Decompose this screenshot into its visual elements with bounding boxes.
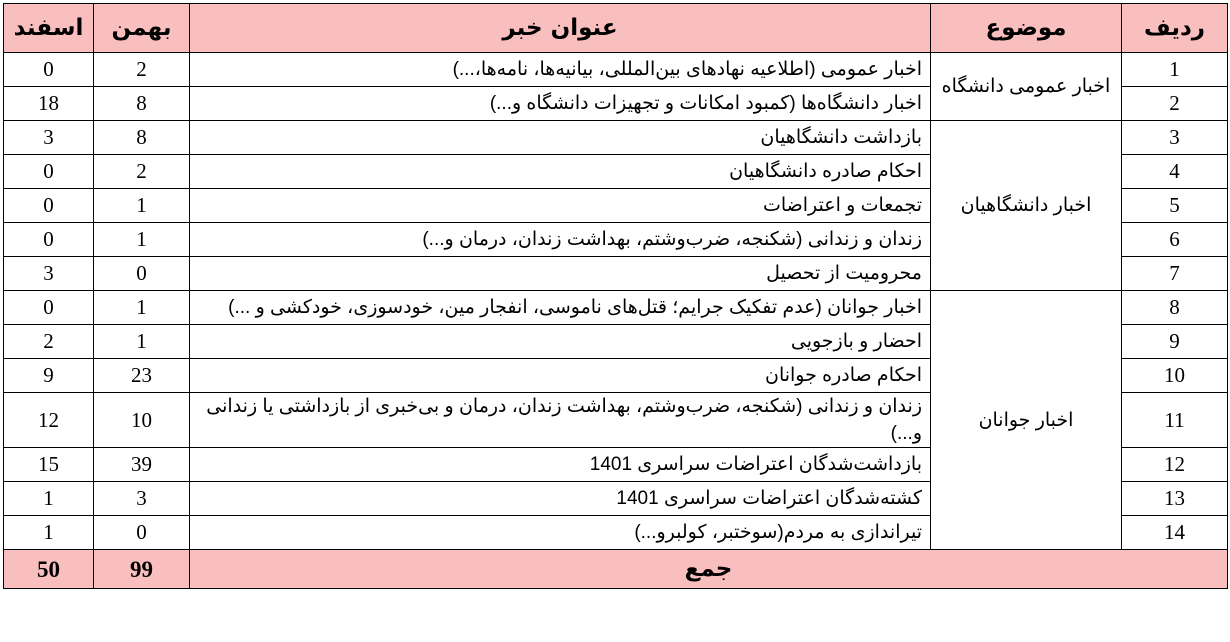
news-title: اخبار دانشگاه‌ها (کمبود امکانات و تجهیزا…: [189, 86, 931, 121]
total-esfand: 50: [3, 549, 94, 589]
esfand-count: 0: [3, 188, 94, 223]
header-index: ردیف: [1121, 3, 1228, 53]
table-row: 11 زندان و زندانی (شکنجه، ضرب‌وشتم، بهداش…: [3, 392, 1228, 448]
row-index: 12: [1121, 447, 1228, 482]
table-row: 1 اخبار عمومی دانشگاه اخبار عمومی (اطلاعیه…: [3, 52, 1228, 121]
bahman-count: 1: [93, 324, 190, 359]
news-title: زندان و زندانی (شکنجه، ضرب‌وشتم، بهداشت …: [189, 392, 931, 448]
news-title: محرومیت از تحصیل: [189, 256, 931, 291]
table-row: 7 محرومیت از تحصیل 0 3: [3, 256, 1228, 291]
esfand-count: 0: [3, 52, 94, 87]
bahman-count: 0: [93, 515, 190, 550]
header-bahman: بهمن: [93, 3, 190, 53]
row-index: 11: [1121, 392, 1228, 448]
total-row: جمع 99 50: [3, 549, 1228, 589]
esfand-count: 3: [3, 120, 94, 155]
table-body: 1 اخبار عمومی دانشگاه اخبار عمومی (اطلاعیه…: [3, 52, 1228, 550]
row-index: 13: [1121, 481, 1228, 516]
esfand-count: 18: [3, 86, 94, 121]
bahman-count: 8: [93, 120, 190, 155]
row-index: 7: [1121, 256, 1228, 291]
header-esfand: اسفند: [3, 3, 94, 53]
news-title: کشته‌شدگان اعتراضات سراسری 1401: [189, 481, 931, 516]
news-title: احکام صادره دانشگاهیان: [189, 154, 931, 189]
table-row: 13 کشته‌شدگان اعتراضات سراسری 1401 3 1: [3, 481, 1228, 516]
row-index: 3: [1121, 120, 1228, 155]
header-row: ردیف موضوع عنوان خبر بهمن اسفند: [3, 3, 1228, 53]
row-index: 4: [1121, 154, 1228, 189]
esfand-count: 1: [3, 515, 94, 550]
bahman-count: 23: [93, 358, 190, 393]
news-title: تجمعات و اعتراضات: [189, 188, 931, 223]
table-row: 4 احکام صادره دانشگاهیان 2 0: [3, 154, 1228, 189]
bahman-count: 2: [93, 154, 190, 189]
news-title: احکام صادره جوانان: [189, 358, 931, 393]
news-title: بازداشت‌شدگان اعتراضات سراسری 1401: [189, 447, 931, 482]
row-index: 9: [1121, 324, 1228, 359]
table-row: 8 اخبار جوانان اخبار جوانان (عدم تفکیک جرا…: [3, 290, 1228, 550]
header-subject: موضوع: [930, 3, 1122, 53]
bahman-count: 1: [93, 290, 190, 325]
esfand-count: 0: [3, 290, 94, 325]
esfand-count: 2: [3, 324, 94, 359]
esfand-count: 9: [3, 358, 94, 393]
news-statistics-table: ردیف موضوع عنوان خبر بهمن اسفند 1 اخبار ع…: [3, 3, 1228, 589]
row-index: 10: [1121, 358, 1228, 393]
bahman-count: 10: [93, 392, 190, 448]
row-index: 5: [1121, 188, 1228, 223]
total-bahman: 99: [93, 549, 190, 589]
table-row: 2 اخبار دانشگاه‌ها (کمبود امکانات و تجهیز…: [3, 86, 1228, 121]
table-row: 14 تیراندازی به مردم(سوختبر، کولبرو...) 0 1: [3, 515, 1228, 550]
news-title: زندان و زندانی (شکنجه، ضرب‌وشتم، بهداشت …: [189, 222, 931, 257]
total-label: جمع: [189, 549, 1228, 589]
table-row: 10 احکام صادره جوانان 23 9: [3, 358, 1228, 393]
bahman-count: 8: [93, 86, 190, 121]
esfand-count: 12: [3, 392, 94, 448]
subject-cell: اخبار عمومی دانشگاه: [930, 52, 1122, 121]
bahman-count: 2: [93, 52, 190, 87]
row-index: 8: [1121, 290, 1228, 325]
table-row: 6 زندان و زندانی (شکنجه، ضرب‌وشتم، بهداشت…: [3, 222, 1228, 257]
bahman-count: 0: [93, 256, 190, 291]
row-index: 1: [1121, 52, 1228, 87]
news-title: تیراندازی به مردم(سوختبر، کولبرو...): [189, 515, 931, 550]
table-row: 3 اخبار دانشگاهیان بازداشت دانشگاهیان 8 3: [3, 120, 1228, 291]
esfand-count: 0: [3, 154, 94, 189]
news-title: بازداشت دانشگاهیان: [189, 120, 931, 155]
header-title: عنوان خبر: [189, 3, 931, 53]
news-title: اخبار جوانان (عدم تفکیک جرایم؛ قتل‌های ن…: [189, 290, 931, 325]
esfand-count: 0: [3, 222, 94, 257]
row-index: 14: [1121, 515, 1228, 550]
subject-cell: اخبار دانشگاهیان: [930, 120, 1122, 291]
news-title: اخبار عمومی (اطلاعیه نهادهای بین‌المللی،…: [189, 52, 931, 87]
row-index: 2: [1121, 86, 1228, 121]
table-row: 9 احضار و بازجویی 1 2: [3, 324, 1228, 359]
esfand-count: 1: [3, 481, 94, 516]
esfand-count: 15: [3, 447, 94, 482]
bahman-count: 1: [93, 188, 190, 223]
bahman-count: 1: [93, 222, 190, 257]
esfand-count: 3: [3, 256, 94, 291]
bahman-count: 39: [93, 447, 190, 482]
news-title: احضار و بازجویی: [189, 324, 931, 359]
table-row: 12 بازداشت‌شدگان اعتراضات سراسری 1401 39 15: [3, 447, 1228, 482]
bahman-count: 3: [93, 481, 190, 516]
row-index: 6: [1121, 222, 1228, 257]
subject-cell: اخبار جوانان: [930, 290, 1122, 550]
